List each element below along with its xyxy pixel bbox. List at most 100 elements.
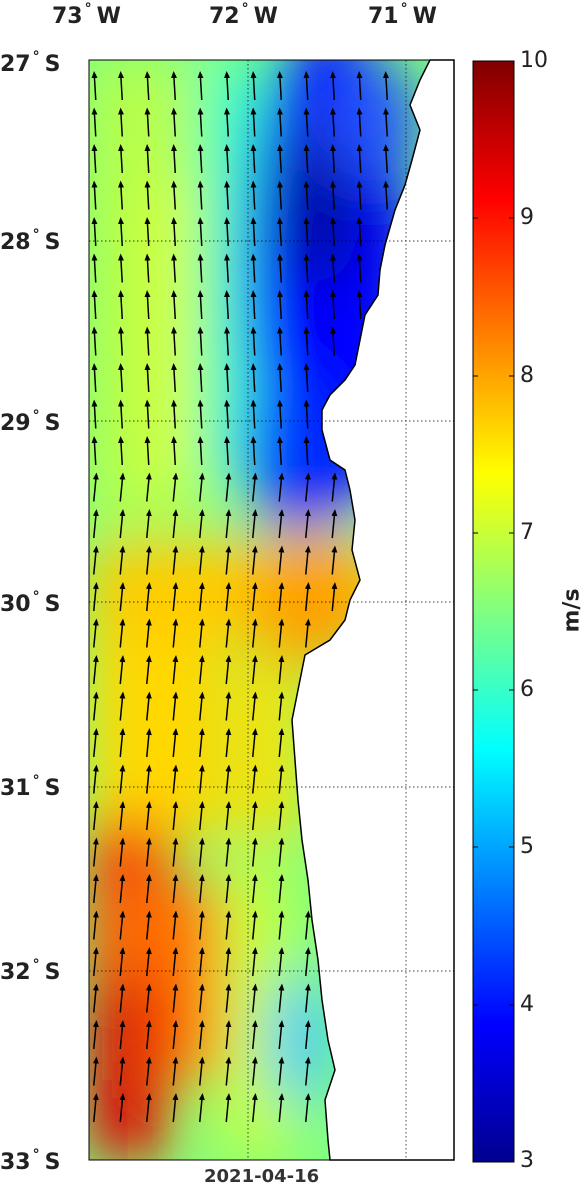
wind-arrow bbox=[91, 71, 98, 101]
wind-arrow bbox=[117, 326, 124, 356]
wind-arrow bbox=[198, 509, 205, 539]
wind-arrow bbox=[92, 801, 99, 831]
colorbar-tick-7: 7 bbox=[520, 520, 534, 545]
wind-arrow bbox=[92, 983, 99, 1013]
wind-arrow bbox=[382, 144, 389, 174]
wind-arrow bbox=[170, 253, 177, 283]
wind-arrow bbox=[145, 764, 152, 794]
wind-arrow bbox=[119, 874, 126, 904]
lat-deg: 29 bbox=[0, 411, 31, 436]
wind-arrow bbox=[225, 947, 232, 977]
wind-arrow bbox=[91, 217, 98, 247]
wind-arrow bbox=[92, 1056, 99, 1086]
wind-arrow bbox=[251, 947, 258, 977]
wind-arrow bbox=[198, 947, 205, 977]
wind-arrow bbox=[382, 180, 389, 210]
colorbar-tick-9: 9 bbox=[520, 205, 534, 230]
wind-arrow bbox=[92, 691, 99, 721]
wind-arrow bbox=[331, 509, 338, 539]
wind-arrow bbox=[329, 107, 336, 137]
wind-arrow bbox=[278, 1056, 285, 1086]
wind-arrow bbox=[278, 509, 285, 539]
wind-arrow bbox=[117, 253, 124, 283]
wind-arrow bbox=[251, 1056, 258, 1086]
wind-arrow bbox=[223, 71, 230, 101]
degree-symbol: ° bbox=[241, 1, 249, 17]
wind-arrow bbox=[250, 107, 257, 137]
wind-arrow bbox=[198, 1020, 205, 1050]
graticule bbox=[89, 60, 454, 1160]
wind-arrow bbox=[278, 947, 285, 977]
wind-arrow bbox=[145, 1020, 152, 1050]
wind-arrow bbox=[223, 144, 230, 174]
lat-deg: 33 bbox=[0, 1150, 31, 1175]
wind-arrow bbox=[223, 399, 230, 429]
wind-arrow bbox=[197, 253, 204, 283]
wind-arrow bbox=[145, 509, 152, 539]
wind-arrow bbox=[250, 180, 257, 210]
wind-arrow bbox=[197, 107, 204, 137]
wind-arrow bbox=[172, 1093, 179, 1123]
wind-arrow bbox=[303, 107, 310, 137]
wind-arrow bbox=[223, 180, 230, 210]
wind-arrow bbox=[329, 253, 336, 283]
wind-arrow bbox=[172, 983, 179, 1013]
wind-arrow bbox=[198, 874, 205, 904]
wind-arrow bbox=[276, 326, 283, 356]
wind-arrow bbox=[278, 1093, 285, 1123]
wind-arrow bbox=[92, 874, 99, 904]
wind-arrow bbox=[276, 180, 283, 210]
wind-arrow bbox=[172, 545, 179, 575]
wind-arrow bbox=[382, 107, 389, 137]
wind-arrow bbox=[304, 947, 311, 977]
lon-hem: W bbox=[253, 4, 278, 29]
wind-arrow bbox=[145, 582, 152, 612]
colorbar-unit: m/s bbox=[559, 588, 585, 633]
wind-arrow bbox=[356, 253, 363, 283]
wind-arrow bbox=[251, 1093, 258, 1123]
wind-arrow bbox=[144, 399, 151, 429]
wind-arrow bbox=[278, 691, 285, 721]
lat-hem: S bbox=[44, 411, 61, 436]
wind-arrow bbox=[91, 363, 98, 393]
wind-arrow bbox=[144, 71, 151, 101]
wind-arrow bbox=[119, 764, 126, 794]
wind-arrow bbox=[145, 728, 152, 758]
lon-hem: W bbox=[412, 4, 437, 29]
degree-symbol: ° bbox=[32, 49, 40, 65]
wind-arrow bbox=[304, 1020, 311, 1050]
wind-arrow bbox=[119, 1056, 126, 1086]
lat-hem: S bbox=[44, 1150, 61, 1175]
wind-arrow bbox=[251, 801, 258, 831]
wind-arrow bbox=[119, 801, 126, 831]
wind-arrow bbox=[119, 691, 126, 721]
wind-arrow bbox=[331, 582, 338, 612]
colorbar-tick-4: 4 bbox=[520, 992, 534, 1017]
wind-arrow bbox=[303, 399, 310, 429]
wind-arrow bbox=[251, 728, 258, 758]
wind-arrow bbox=[251, 509, 258, 539]
lat-deg: 31 bbox=[0, 776, 31, 801]
wind-arrow bbox=[197, 144, 204, 174]
map-frame bbox=[88, 59, 455, 1161]
wind-arrow bbox=[145, 1093, 152, 1123]
wind-arrow bbox=[223, 217, 230, 247]
lon-deg: 72 bbox=[209, 4, 240, 29]
wind-arrow bbox=[251, 910, 258, 940]
lat-label-32s: 32 ° S bbox=[0, 957, 60, 985]
wind-arrow bbox=[276, 363, 283, 393]
degree-symbol: ° bbox=[32, 408, 40, 424]
wind-arrow bbox=[278, 472, 285, 502]
wind-arrow bbox=[225, 801, 232, 831]
wind-arrow bbox=[119, 545, 126, 575]
wind-arrow bbox=[276, 253, 283, 283]
wind-arrow bbox=[119, 910, 126, 940]
wind-arrow bbox=[91, 107, 98, 137]
wind-arrow bbox=[144, 363, 151, 393]
colorbar-tick-3: 3 bbox=[520, 1148, 534, 1173]
wind-arrow bbox=[251, 655, 258, 685]
wind-arrow bbox=[251, 582, 258, 612]
wind-arrow bbox=[329, 180, 336, 210]
wind-arrow bbox=[172, 910, 179, 940]
